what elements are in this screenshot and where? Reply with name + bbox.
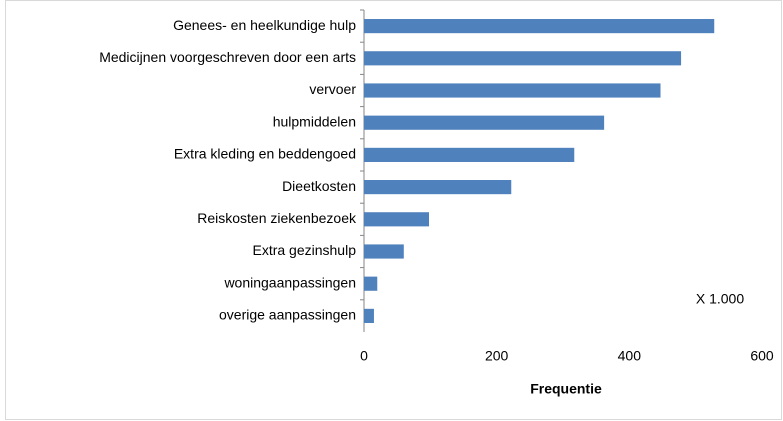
y-tick-label: vervoer — [309, 81, 356, 97]
x-tick-label: 200 — [485, 348, 509, 364]
x-tick-label: 600 — [750, 348, 774, 364]
y-tick-label: Genees- en heelkundige hulp — [173, 17, 356, 33]
y-tick-label: Extra gezinshulp — [252, 242, 356, 258]
y-tick-label: Medicijnen voorgeschreven door een arts — [99, 49, 356, 65]
bar — [364, 19, 715, 34]
y-tick-label: overige aanpassingen — [219, 307, 356, 323]
bar — [364, 51, 682, 66]
chart-border — [5, 0, 782, 420]
bar — [364, 180, 512, 195]
y-tick-label: hulpmiddelen — [273, 113, 356, 129]
y-tick-label: woningaanpassingen — [223, 274, 356, 290]
bar — [364, 308, 374, 323]
y-tick-label: Dieetkosten — [282, 178, 356, 194]
y-tick-label: Reiskosten ziekenbezoek — [197, 210, 357, 226]
bar — [364, 276, 378, 291]
y-tick-label: Extra kleding en beddengoed — [174, 146, 356, 162]
x-tick-label: 0 — [360, 348, 368, 364]
bar — [364, 244, 404, 259]
x-axis-label: Frequentie — [530, 381, 602, 397]
x-tick-label: 400 — [618, 348, 642, 364]
bar — [364, 147, 575, 162]
bar — [364, 115, 605, 130]
bar — [364, 212, 430, 227]
annotation: X 1.000 — [696, 291, 744, 307]
bar — [364, 83, 661, 98]
